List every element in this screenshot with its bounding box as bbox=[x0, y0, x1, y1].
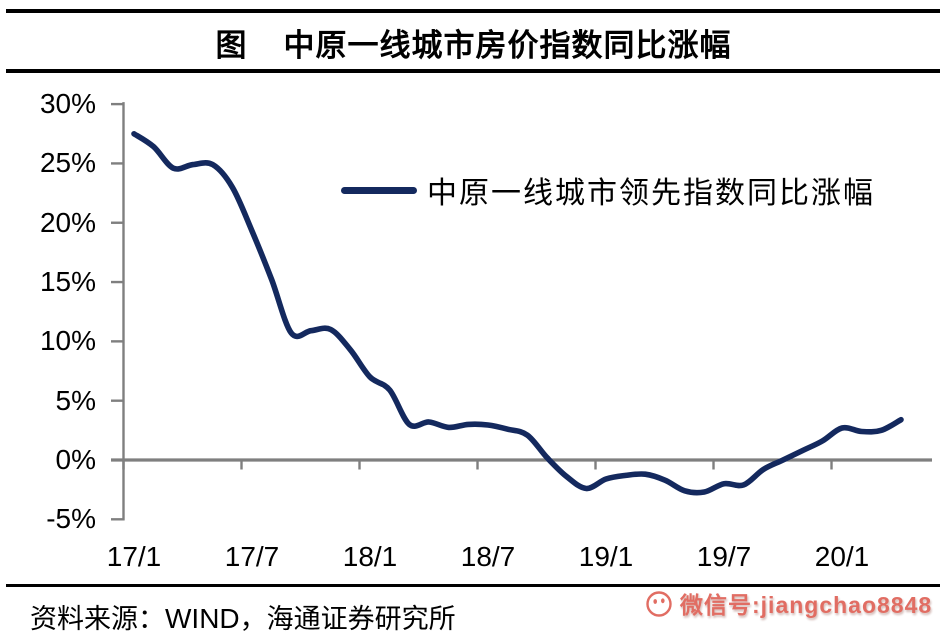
x-axis-label: 20/1 bbox=[814, 541, 870, 572]
top-rule bbox=[6, 9, 940, 13]
y-axis-label: -5% bbox=[46, 503, 96, 535]
y-axis-label: 20% bbox=[39, 206, 96, 238]
y-axis-label: 5% bbox=[55, 384, 96, 416]
source-label: 资料来源： bbox=[30, 604, 165, 635]
title-underline-rule bbox=[6, 69, 940, 73]
source-suffix: ，海通证券研究所 bbox=[239, 604, 456, 635]
series-line bbox=[131, 131, 904, 496]
y-axis-label: 0% bbox=[55, 444, 96, 475]
figure-label: 图 bbox=[215, 27, 248, 64]
source-note: 资料来源：WIND，海通证券研究所 bbox=[30, 597, 456, 635]
page-title: 图 中原一线城市房价指数同比涨幅 bbox=[0, 22, 947, 64]
x-axis-label: 17/7 bbox=[224, 541, 280, 572]
wechat-id-text: 微信号:jiangchao8848 bbox=[680, 592, 933, 618]
y-axis-label: 10% bbox=[39, 325, 96, 357]
x-axis-label: 19/7 bbox=[696, 541, 752, 572]
x-axis-label: 17/1 bbox=[106, 541, 162, 572]
source-name: WIND bbox=[165, 603, 240, 634]
x-axis-label: 19/1 bbox=[578, 541, 634, 572]
legend-line-swatch bbox=[341, 186, 417, 194]
chart-legend: 中原一线城市领先指数同比涨幅 bbox=[341, 171, 875, 211]
y-axis-label: 30% bbox=[39, 88, 96, 120]
footer-rule bbox=[6, 584, 940, 587]
x-axis-label: 18/1 bbox=[342, 541, 398, 572]
page-title-text: 中原一线城市房价指数同比涨幅 bbox=[283, 27, 732, 64]
wechat-watermark: 微信号:jiangchao8848 bbox=[644, 585, 932, 621]
y-axis-label: 25% bbox=[39, 147, 96, 179]
y-axis-label: 15% bbox=[39, 266, 96, 298]
legend-series-label: 中原一线城市领先指数同比涨幅 bbox=[427, 176, 875, 211]
wechat-face-icon bbox=[646, 591, 672, 617]
x-axis-label: 18/7 bbox=[460, 541, 516, 572]
